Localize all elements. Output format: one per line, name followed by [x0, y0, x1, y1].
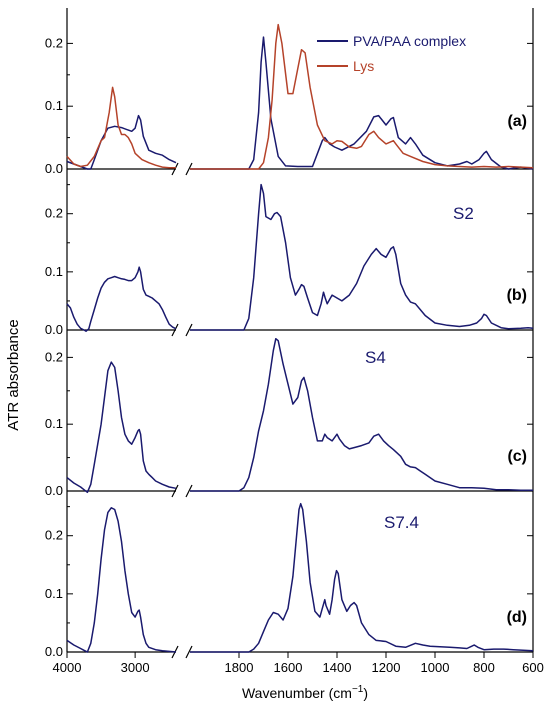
panel-b-ytick-label: 0.2 — [45, 206, 63, 221]
chart-labels: 0.0 0.1 0.2 (a) PVA/PAA complex Lys 0.0 0.1 0.2 (… — [45, 33, 544, 675]
x-tick-label: 1200 — [372, 660, 401, 675]
panel-d-ytick-label: 0.0 — [45, 644, 63, 659]
panel-b-break-mark-1 — [171, 323, 179, 337]
panel-b-ytick-label: 0.0 — [45, 322, 63, 337]
panel-d-label: (d) — [507, 609, 527, 626]
panel-b-label: (b) — [507, 287, 527, 304]
chart-frame — [66, 8, 534, 659]
x-tick-label: 1800 — [225, 660, 254, 675]
panel-c-label: (c) — [507, 448, 527, 465]
x-tick-label: 1000 — [421, 660, 450, 675]
panel-d-series-line-1 — [66, 502, 534, 653]
panel-a-series-line-1 — [66, 36, 534, 170]
panel-a-ytick-label: 0.2 — [45, 35, 63, 50]
panel-b-series-line-1 — [66, 183, 534, 332]
panel-c-ytick-label: 0.0 — [45, 483, 63, 498]
panel-a-label: (a) — [507, 113, 527, 130]
panel-c-ytick-label: 0.2 — [45, 349, 63, 364]
panel-a-break-mark-2 — [185, 162, 193, 176]
y-axis-title: ATR absorbance — [5, 319, 22, 430]
legend-label-2: Lys — [353, 58, 374, 74]
panel-d-ytick-label: 0.2 — [45, 528, 63, 543]
panel-d-break-mark-2 — [185, 645, 193, 659]
panel-b-sample-label: S2 — [453, 204, 474, 223]
panel-a-ytick-label: 0.0 — [45, 161, 63, 176]
panel-c-ytick-label: 0.1 — [45, 416, 63, 431]
panel-d-ytick-label: 0.1 — [45, 586, 63, 601]
x-tick-label: 600 — [522, 660, 544, 675]
x-tick-label: 1400 — [323, 660, 352, 675]
x-axis-title: Wavenumber (cm−1) — [242, 684, 368, 701]
x-tick-label: 4000 — [53, 660, 82, 675]
panel-a-break-mark-1 — [171, 162, 179, 176]
panel-a-ytick-label: 0.1 — [45, 98, 63, 113]
panel-b-break-mark-2 — [185, 323, 193, 337]
panel-a-series-line-2 — [66, 23, 534, 170]
panel-c-series-line-1 — [66, 337, 533, 494]
x-tick-label: 1600 — [274, 660, 303, 675]
legend-label-1: PVA/PAA complex — [353, 33, 466, 49]
panel-c-break-mark-1 — [171, 484, 179, 498]
x-tick-label: 3000 — [121, 660, 150, 675]
panel-c-sample-label: S4 — [365, 348, 386, 367]
panel-c-break-mark-2 — [185, 484, 193, 498]
chart-series — [66, 23, 534, 653]
x-tick-label: 800 — [473, 660, 495, 675]
panel-d-sample-label: S7.4 — [384, 513, 419, 532]
panel-b-ytick-label: 0.1 — [45, 264, 63, 279]
